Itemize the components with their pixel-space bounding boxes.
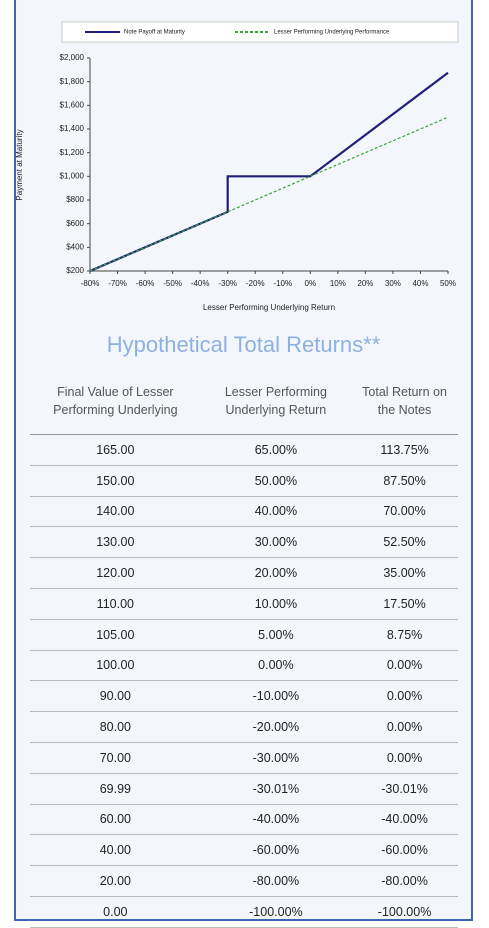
y-tick-label: $1,600 bbox=[60, 100, 85, 109]
table-cell: -20.00% bbox=[200, 711, 352, 743]
table-cell: 8.75% bbox=[351, 619, 458, 651]
table-cell: -60.00% bbox=[200, 834, 352, 867]
y-tick-label: $1,200 bbox=[60, 148, 85, 157]
table-cell: 100.00 bbox=[30, 650, 201, 682]
table-row: 130.00 30.00% 52.50% bbox=[30, 526, 458, 559]
y-tick-label: $400 bbox=[66, 242, 84, 251]
table-row: 140.00 40.00% 70.00% bbox=[30, 496, 458, 528]
table-cell: 10.00% bbox=[200, 588, 352, 620]
table-cell: 17.50% bbox=[351, 588, 458, 620]
x-axis-title: Lesser Performing Underlying Return bbox=[203, 303, 335, 312]
table-row: 70.00 -30.00% 0.00% bbox=[30, 742, 458, 774]
table-cell: 40.00 bbox=[30, 834, 201, 867]
table-cell: 140.00 bbox=[30, 496, 201, 528]
x-tick-label: -10% bbox=[273, 279, 292, 288]
table-cell: 87.50% bbox=[351, 465, 458, 497]
table-cell: 120.00 bbox=[30, 557, 201, 589]
x-tick-label: -60% bbox=[136, 279, 155, 288]
table-cell: 30.00% bbox=[200, 526, 352, 559]
table-cell: -80.00% bbox=[200, 865, 352, 897]
table-row: 165.00 65.00% 113.75% bbox=[30, 434, 458, 466]
table-cell: 0.00% bbox=[351, 742, 458, 774]
table-row: 120.00 20.00% 35.00% bbox=[30, 557, 458, 589]
x-tick-label: -30% bbox=[218, 279, 237, 288]
table-cell: 20.00% bbox=[200, 557, 352, 589]
table-cell: 90.00 bbox=[30, 680, 201, 713]
returns-table: Final Value of Lesser Performing Underly… bbox=[30, 368, 458, 928]
table-row: 20.00 -80.00% -80.00% bbox=[30, 865, 458, 897]
table-row: 105.00 5.00% 8.75% bbox=[30, 619, 458, 651]
table-cell: -80.00% bbox=[351, 865, 458, 897]
x-tick-label: 0% bbox=[305, 279, 317, 288]
y-tick-label: $1,800 bbox=[60, 77, 85, 86]
x-tick-label: -70% bbox=[108, 279, 127, 288]
table-cell: 20.00 bbox=[30, 865, 201, 897]
table-cell: 105.00 bbox=[30, 619, 201, 651]
y-tick-label: $1,000 bbox=[60, 171, 85, 180]
y-tick-label: $200 bbox=[66, 266, 84, 275]
header-cell: Total Return on the Notes bbox=[351, 368, 458, 435]
x-tick-label: 50% bbox=[440, 279, 456, 288]
x-tick-label: 20% bbox=[357, 279, 373, 288]
y-tick-label: $1,400 bbox=[60, 124, 85, 133]
table-row: 150.00 50.00% 87.50% bbox=[30, 465, 458, 497]
table-cell: -30.01% bbox=[200, 773, 352, 805]
table-row: 80.00 -20.00% 0.00% bbox=[30, 711, 458, 743]
table-cell: 165.00 bbox=[30, 434, 201, 466]
table-cell: -60.00% bbox=[351, 834, 458, 867]
table-cell: -40.00% bbox=[200, 804, 352, 836]
table-cell: 0.00% bbox=[351, 711, 458, 743]
y-tick-label: $800 bbox=[66, 195, 84, 204]
table-row: 40.00 -60.00% -60.00% bbox=[30, 834, 458, 867]
y-axis-title: Payment at Maturity bbox=[15, 129, 24, 200]
table-cell: 65.00% bbox=[200, 434, 352, 466]
table-cell: 50.00% bbox=[200, 465, 352, 497]
header-cell: Final Value of Lesser Performing Underly… bbox=[30, 368, 201, 435]
x-tick-label: -20% bbox=[246, 279, 265, 288]
table-cell: 110.00 bbox=[30, 588, 201, 620]
y-tick-label: $2,000 bbox=[60, 53, 85, 62]
table-cell: -30.00% bbox=[200, 742, 352, 774]
table-cell: 0.00% bbox=[351, 680, 458, 713]
x-tick-label: -40% bbox=[191, 279, 210, 288]
table-cell: 113.75% bbox=[351, 434, 458, 466]
table-row: 90.00 -10.00% 0.00% bbox=[30, 680, 458, 713]
table-cell: 150.00 bbox=[30, 465, 201, 497]
table-cell: 0.00% bbox=[351, 650, 458, 682]
table-cell: -10.00% bbox=[200, 680, 352, 713]
table-cell: 60.00 bbox=[30, 804, 201, 836]
table-cell: -30.01% bbox=[351, 773, 458, 805]
table-title: Hypothetical Total Returns** bbox=[106, 332, 381, 357]
table-cell: 69.99 bbox=[30, 773, 201, 805]
y-tick-label: $600 bbox=[66, 219, 84, 228]
x-tick-label: -50% bbox=[163, 279, 182, 288]
table-cell: 70.00 bbox=[30, 742, 201, 774]
table-cell: 80.00 bbox=[30, 711, 201, 743]
x-tick-label: 30% bbox=[385, 279, 401, 288]
table-cell: 70.00% bbox=[351, 496, 458, 528]
table-cell: 130.00 bbox=[30, 526, 201, 559]
x-tick-label: 40% bbox=[412, 279, 428, 288]
table-cell: 35.00% bbox=[351, 557, 458, 589]
header-cell: Lesser Performing Underlying Return bbox=[200, 368, 352, 435]
chart: Payment at Maturity Lesser Performing Un… bbox=[15, 21, 459, 312]
table-cell: -40.00% bbox=[351, 804, 458, 836]
table-row: 100.00 0.00% 0.00% bbox=[30, 650, 458, 682]
line-series bbox=[89, 71, 449, 273]
table-cell: 5.00% bbox=[200, 619, 352, 651]
table-row: 69.99 -30.01% -30.01% bbox=[30, 773, 458, 805]
table-cell: 52.50% bbox=[351, 526, 458, 559]
table-cell: 0.00% bbox=[200, 650, 352, 682]
header-row: Final Value of Lesser Performing Underly… bbox=[30, 368, 458, 435]
x-tick-label: -80% bbox=[81, 279, 100, 288]
x-tick-label: 10% bbox=[330, 279, 346, 288]
table-row: 60.00 -40.00% -40.00% bbox=[30, 804, 458, 836]
table-cell: 40.00% bbox=[200, 496, 352, 528]
table-row: 110.00 10.00% 17.50% bbox=[30, 588, 458, 620]
legend-label: Note Payoff at Maturity bbox=[124, 30, 185, 36]
legend-label: Lesser Performing Underlying Performance bbox=[274, 30, 390, 36]
